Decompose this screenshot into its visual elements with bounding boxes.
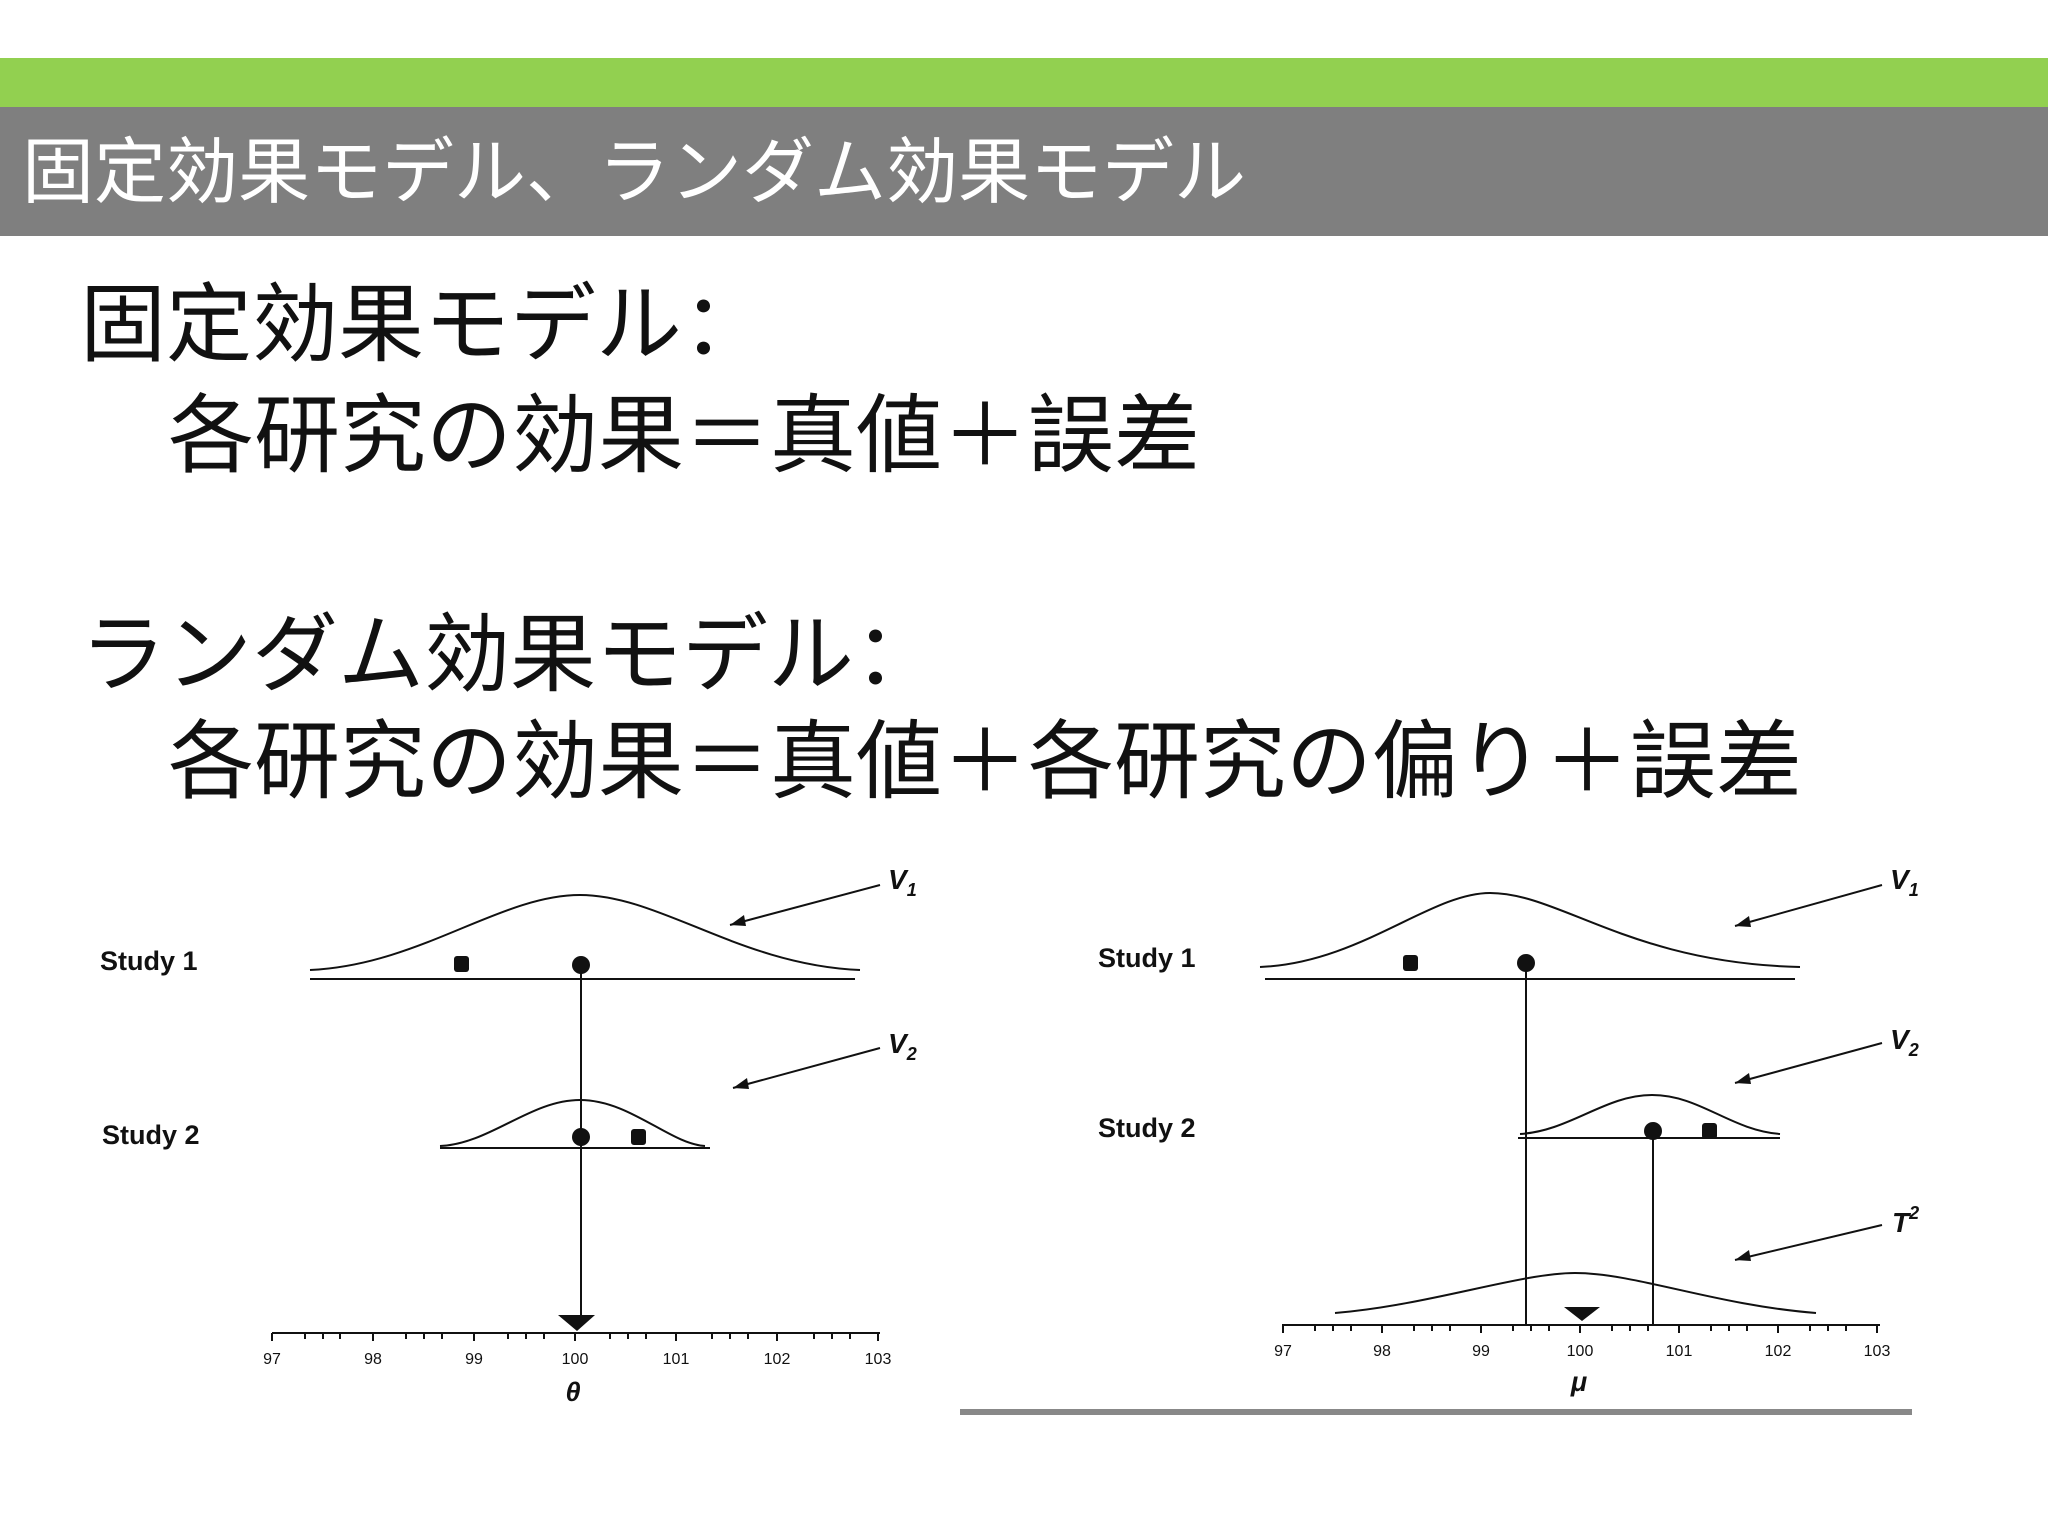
study1-distribution-curve xyxy=(309,893,861,971)
x-tick-label: 98 xyxy=(364,1351,382,1368)
v2-arrow xyxy=(732,1047,881,1089)
study2-true-effect-dot xyxy=(572,1128,590,1146)
fixed-effect-heading: 固定効果モデル： xyxy=(80,275,768,375)
x-tick-label: 98 xyxy=(1373,1343,1391,1360)
title-bar: 固定効果モデル、ランダム効果モデル xyxy=(0,107,2048,236)
study2-true-effect-dot xyxy=(1644,1122,1662,1140)
study2-label: Study 2 xyxy=(1098,1113,1196,1143)
fixed-effect-diagram: Study 1 Study 2 V1 V2 97 98 99 100 101 1… xyxy=(100,864,917,1407)
x-tick-label: 97 xyxy=(263,1351,281,1368)
x-tick-label: 102 xyxy=(764,1351,791,1368)
study1-label: Study 1 xyxy=(100,946,198,976)
study1-true-effect-dot xyxy=(1517,954,1535,972)
study2-distribution-curve xyxy=(1519,1093,1781,1135)
x-tick-label: 99 xyxy=(1472,1343,1490,1360)
v2-arrow xyxy=(1734,1042,1883,1084)
x-tick-label: 102 xyxy=(1765,1343,1792,1360)
v1-arrow xyxy=(729,884,881,926)
study2-label: Study 2 xyxy=(102,1120,200,1150)
x-axis-label: θ xyxy=(565,1377,580,1407)
study1-observed-marker xyxy=(454,956,469,972)
t2-arrow-head xyxy=(1735,1250,1751,1261)
study1-true-effect-dot xyxy=(572,956,590,974)
t2-label: T2 xyxy=(1892,1203,1919,1238)
x-tick-label: 103 xyxy=(1864,1343,1891,1360)
study2-observed-marker xyxy=(631,1129,646,1145)
accent-bar xyxy=(0,58,2048,107)
random-effect-formula: 各研究の効果＝真値＋各研究の偏り＋誤差 xyxy=(168,712,1802,812)
v2-label: V2 xyxy=(888,1028,917,1064)
x-axis-label: μ xyxy=(1570,1367,1587,1397)
x-tick-label: 97 xyxy=(1274,1343,1292,1360)
study1-distribution-curve xyxy=(1259,891,1801,968)
study1-label: Study 1 xyxy=(1098,943,1196,973)
study1-observed-marker xyxy=(1403,955,1418,971)
true-effect-distribution-curve xyxy=(1334,1271,1817,1314)
v2-arrow-head xyxy=(733,1078,749,1089)
x-axis-ticks xyxy=(1282,1325,1878,1333)
x-tick-label: 101 xyxy=(1666,1343,1693,1360)
x-tick-label: 100 xyxy=(562,1351,589,1368)
v1-arrow-head xyxy=(730,915,746,926)
x-tick-label: 103 xyxy=(865,1351,892,1368)
bottom-divider xyxy=(960,1409,1912,1415)
t2-arrow xyxy=(1734,1224,1883,1261)
v1-arrow-head xyxy=(1735,916,1751,927)
v2-label: V2 xyxy=(1890,1024,1919,1060)
mean-effect-marker xyxy=(1564,1307,1600,1321)
v2-arrow-head xyxy=(1735,1073,1751,1084)
x-tick-label: 100 xyxy=(1567,1343,1594,1360)
x-tick-label: 101 xyxy=(663,1351,690,1368)
random-effect-heading: ランダム効果モデル： xyxy=(80,605,940,705)
v1-arrow xyxy=(1734,884,1883,927)
x-axis-ticks xyxy=(271,1333,879,1341)
slide-title: 固定効果モデル、ランダム効果モデル xyxy=(22,129,1247,214)
fixed-effect-formula: 各研究の効果＝真値＋誤差 xyxy=(168,386,1200,486)
study2-observed-marker xyxy=(1702,1123,1717,1139)
pooled-effect-marker xyxy=(558,1315,595,1331)
x-tick-label: 99 xyxy=(465,1351,483,1368)
v1-label: V1 xyxy=(1890,864,1919,900)
v1-label: V1 xyxy=(888,864,917,900)
random-effects-diagram: Study 1 Study 2 V1 V2 T2 97 98 99 100 10… xyxy=(1098,864,1919,1397)
